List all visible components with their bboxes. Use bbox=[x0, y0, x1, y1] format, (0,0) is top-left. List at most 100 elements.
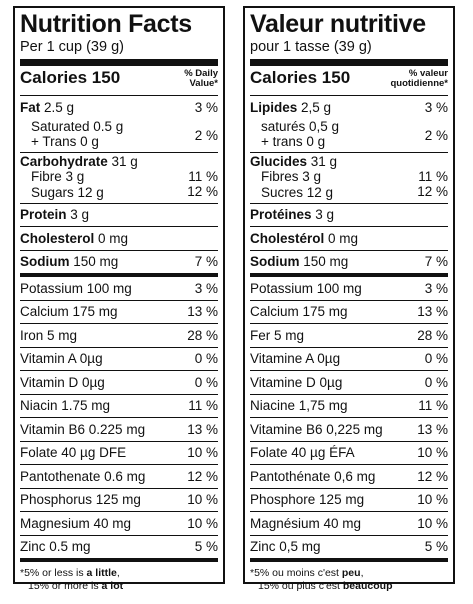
micronutrient-percent: 3 % bbox=[194, 280, 218, 296]
footnote: *5% or less is a little, 15% or more is … bbox=[20, 562, 218, 593]
divider bbox=[250, 393, 448, 395]
footnote-line-1: *5% ou moins c'est peu, bbox=[250, 567, 364, 579]
footnote-line-2: 15% ou plus c'est beaucoup bbox=[258, 580, 393, 592]
cholesterol-row: Cholesterol 0 mg bbox=[20, 230, 129, 246]
micronutrient-list: Potassium 100 mg 3 % Calcium 175 mg 13 % Iro… bbox=[20, 277, 218, 558]
micronutrient-percent: 13 % bbox=[187, 304, 218, 320]
divider bbox=[20, 323, 218, 324]
micronutrient-name: Magnésium 40 mg bbox=[250, 515, 362, 531]
micronutrient-row: Magnesium 40 mg 10 % bbox=[20, 512, 218, 535]
thick-divider bbox=[250, 558, 448, 562]
divider bbox=[250, 370, 448, 371]
micronutrient-name: Niacin 1.75 mg bbox=[20, 398, 111, 414]
fibre: Fibres 3 g bbox=[261, 169, 322, 184]
serving-size: Per 1 cup (39 g) bbox=[20, 39, 124, 55]
micronutrient-row: Calcium 175 mg 13 % bbox=[250, 301, 448, 324]
micronutrient-row: Calcium 175 mg 13 % bbox=[20, 301, 218, 324]
micronutrient-name: Vitamine A 0µg bbox=[250, 351, 341, 367]
micronutrient-row: Zinc 0,5 mg 5 % bbox=[250, 536, 448, 559]
label-title: Nutrition Facts bbox=[20, 10, 192, 38]
micronutrient-row: Vitamine D 0µg 0 % bbox=[250, 371, 448, 394]
micronutrient-row: Magnésium 40 mg 10 % bbox=[250, 512, 448, 535]
micronutrient-row: Niacine 1,75 mg 11 % bbox=[250, 395, 448, 418]
micronutrient-row: Phosphore 125 mg 10 % bbox=[250, 489, 448, 512]
micronutrient-name: Magnesium 40 mg bbox=[20, 515, 132, 531]
micronutrient-percent: 10 % bbox=[187, 515, 218, 531]
micronutrient-percent: 13 % bbox=[417, 304, 448, 320]
daily-value-header: % Daily Value* bbox=[184, 68, 218, 89]
saturated-trans-percent: 2 % bbox=[194, 127, 218, 143]
micronutrient-name: Zinc 0,5 mg bbox=[250, 539, 321, 555]
micronutrient-name: Vitamin D 0µg bbox=[20, 374, 105, 390]
sugars-percent: 12 % bbox=[187, 184, 218, 199]
micronutrient-row: Vitamin A 0µg 0 % bbox=[20, 348, 218, 371]
saturated-trans-block: Saturated 0.5 g + Trans 0 g 2 % bbox=[20, 119, 218, 152]
micronutrient-name: Potassium 100 mg bbox=[20, 280, 132, 296]
divider bbox=[250, 346, 448, 348]
divider bbox=[250, 95, 448, 96]
saturated-fat: saturés 0,5 g bbox=[261, 118, 340, 134]
micronutrient-name: Folate 40 µg DFE bbox=[20, 445, 127, 461]
micronutrient-row: Vitamine A 0µg 0 % bbox=[250, 348, 448, 371]
micronutrient-name: Vitamine D 0µg bbox=[250, 374, 343, 390]
divider bbox=[250, 440, 448, 442]
micronutrient-name: Folate 40 µg ÉFA bbox=[250, 445, 355, 461]
micronutrient-percent: 0 % bbox=[424, 374, 448, 390]
micronutrient-row: Vitamin D 0µg 0 % bbox=[20, 371, 218, 394]
micronutrient-name: Potassium 100 mg bbox=[250, 280, 362, 296]
sugars: Sucres 12 g bbox=[261, 184, 334, 200]
micronutrient-percent: 0 % bbox=[424, 351, 448, 367]
micronutrient-name: Niacine 1,75 mg bbox=[250, 398, 348, 414]
divider bbox=[250, 249, 448, 251]
carbohydrate-block: Glucides 31 g Fibres 3 g Sucres 12 g 11 … bbox=[250, 153, 448, 203]
divider bbox=[20, 299, 218, 301]
micronutrient-row: Potassium 100 mg 3 % bbox=[250, 277, 448, 300]
daily-value-header: % valeur quotidienne* bbox=[390, 68, 448, 89]
micronutrient-percent: 28 % bbox=[187, 327, 218, 343]
micronutrient-name: Vitamin A 0µg bbox=[20, 351, 103, 367]
micronutrient-row: Zinc 0.5 mg 5 % bbox=[20, 536, 218, 559]
micronutrient-percent: 10 % bbox=[187, 445, 218, 461]
micronutrient-percent: 0 % bbox=[194, 351, 218, 367]
micronutrient-row: Vitamin B6 0.225 mg 13 % bbox=[20, 418, 218, 441]
carbohydrate: Carbohydrate 31 g bbox=[20, 153, 138, 169]
fibre-percent: 11 % bbox=[418, 168, 448, 184]
divider bbox=[250, 299, 448, 301]
saturated-fat: Saturated 0.5 g bbox=[31, 118, 124, 134]
micronutrient-percent: 13 % bbox=[187, 421, 218, 437]
micronutrient-row: Phosphorus 125 mg 10 % bbox=[20, 489, 218, 512]
micronutrient-name: Zinc 0.5 mg bbox=[20, 539, 91, 555]
divider bbox=[250, 417, 448, 418]
divider bbox=[250, 226, 448, 227]
footnote: *5% ou moins c'est peu, 15% ou plus c'es… bbox=[250, 562, 448, 593]
sodium-row: Sodium 150 mg 7 % bbox=[250, 254, 448, 270]
divider bbox=[20, 202, 218, 204]
footnote-line-1: *5% or less is a little, bbox=[20, 567, 120, 579]
divider bbox=[20, 511, 218, 512]
divider bbox=[20, 249, 218, 251]
divider bbox=[20, 534, 218, 536]
micronutrient-percent: 10 % bbox=[417, 445, 448, 461]
divider bbox=[20, 417, 218, 418]
footnote-line-2: 15% or more is a lot bbox=[28, 580, 124, 592]
carbohydrate-block: Carbohydrate 31 g Fibre 3 g Sugars 12 g … bbox=[20, 153, 218, 203]
sodium-row: Sodium 150 mg 7 % bbox=[20, 254, 218, 270]
trans-fat: + Trans 0 g bbox=[31, 134, 99, 149]
micronutrient-percent: 10 % bbox=[417, 515, 448, 531]
micronutrient-row: Folate 40 µg DFE 10 % bbox=[20, 442, 218, 465]
divider bbox=[250, 202, 448, 204]
micronutrient-list: Potassium 100 mg 3 % Calcium 175 mg 13 % Fer… bbox=[250, 277, 448, 558]
sugars-percent: 12 % bbox=[417, 184, 448, 199]
micronutrient-row: Pantothénate 0,6 mg 12 % bbox=[250, 465, 448, 488]
micronutrient-name: Phosphorus 125 mg bbox=[20, 492, 141, 508]
saturated-trans-block: saturés 0,5 g + trans 0 g 2 % bbox=[250, 119, 448, 152]
nutrition-facts-panel-french: Valeur nutritive pour 1 tasse (39 g) Cal… bbox=[243, 6, 455, 592]
divider bbox=[20, 440, 218, 442]
micronutrient-row: Fer 5 mg 28 % bbox=[250, 324, 448, 347]
micronutrient-percent: 11 % bbox=[188, 398, 218, 414]
micronutrient-name: Vitamin B6 0.225 mg bbox=[20, 421, 146, 437]
divider bbox=[20, 95, 218, 96]
thick-divider bbox=[250, 59, 448, 66]
micronutrient-name: Fer 5 mg bbox=[250, 327, 305, 343]
nutrition-facts-panel-english: Nutrition Facts Per 1 cup (39 g) Calorie… bbox=[13, 6, 225, 592]
